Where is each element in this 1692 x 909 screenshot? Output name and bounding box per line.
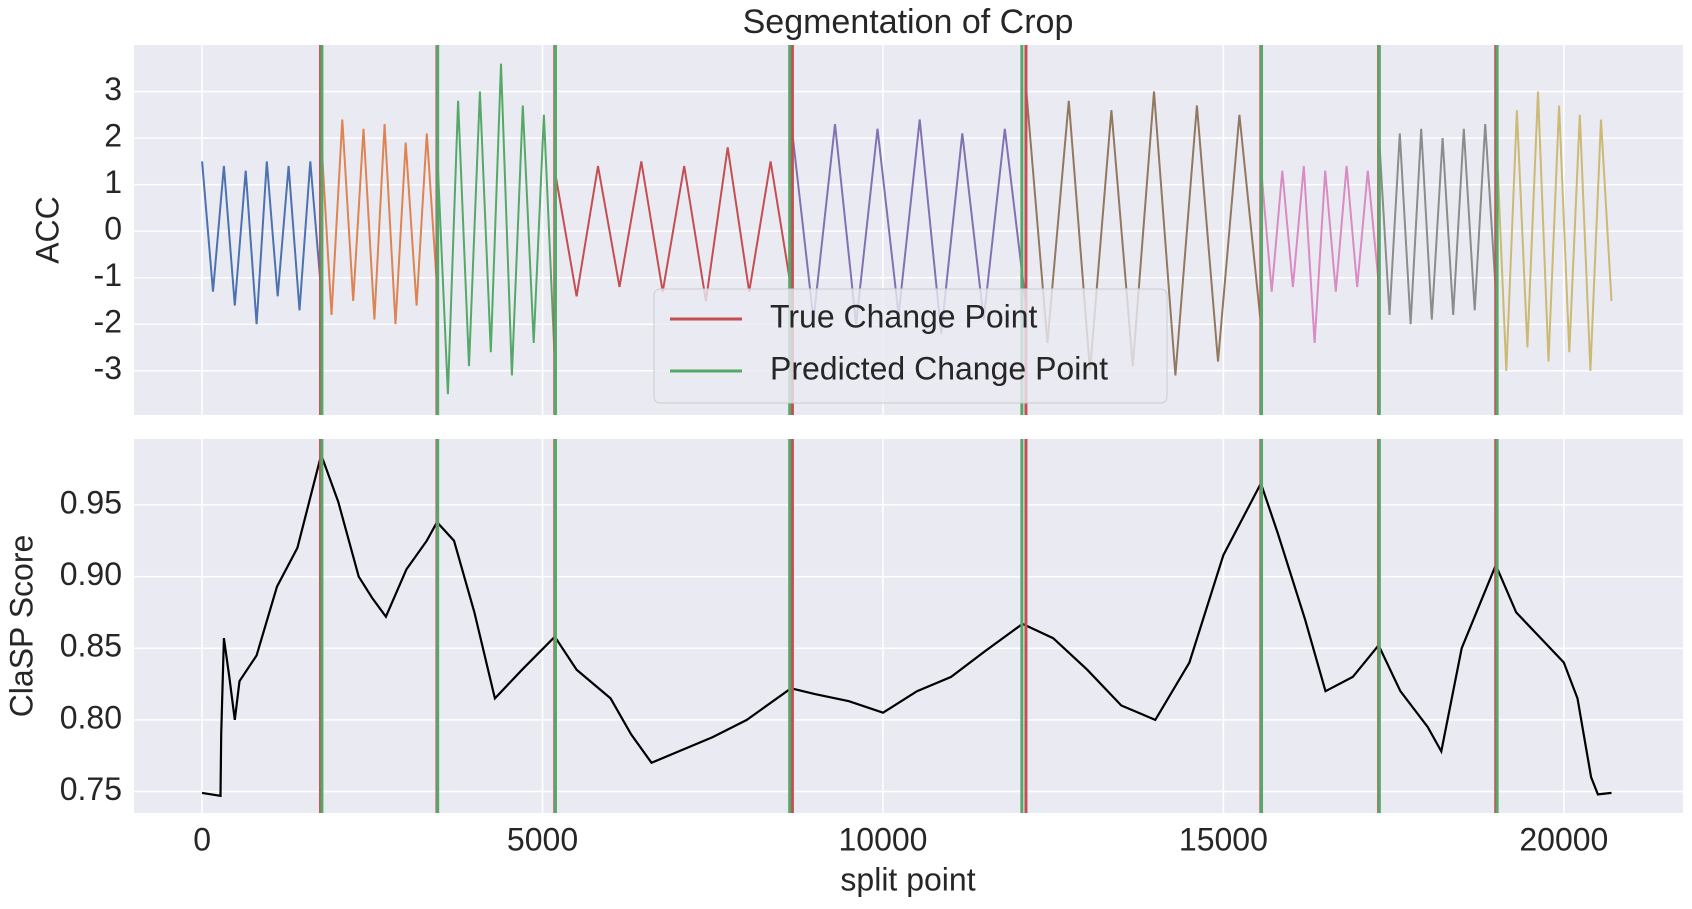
y-tick-label: 0.85 [60,628,122,664]
chart-title: Segmentation of Crop [743,3,1074,41]
plot-area [134,439,1683,813]
signal-line [1259,165,1380,343]
x-tick-label: 10000 [838,821,927,857]
y-tick-label: -1 [94,257,122,293]
legend-label: Predicted Change Point [770,350,1108,386]
signal-line [320,119,438,325]
y-axis-label: ACC [29,196,65,264]
y-tick-label: 0.75 [60,771,122,807]
y-axis-label: ClaSP Score [3,535,39,718]
signal-line [553,147,794,302]
legend-box [653,288,1168,404]
x-tick-label: 0 [193,821,211,857]
score-line [201,451,1612,798]
legend-label: True Change Point [770,298,1038,334]
x-tick-label: 20000 [1519,821,1608,857]
y-tick-label: 0 [104,211,122,247]
y-tick-label: -3 [94,350,122,386]
y-tick-label: -2 [94,304,122,340]
x-tick-label: 5000 [507,821,578,857]
signal-line [1494,91,1613,371]
signal-line [201,161,323,325]
y-tick-label: 0.90 [60,556,122,592]
y-tick-label: 1 [104,164,122,200]
y-tick-label: 0.95 [60,484,122,520]
signal-line [1377,124,1497,325]
y-tick-label: 3 [104,71,122,107]
signal-line [791,119,1027,334]
y-tick-label: 2 [104,118,122,154]
signal-line [436,63,556,395]
x-axis-label: split point [840,861,975,897]
y-tick-label: 0.80 [60,699,122,735]
signal-line [1025,86,1262,376]
x-tick-label: 15000 [1179,821,1268,857]
